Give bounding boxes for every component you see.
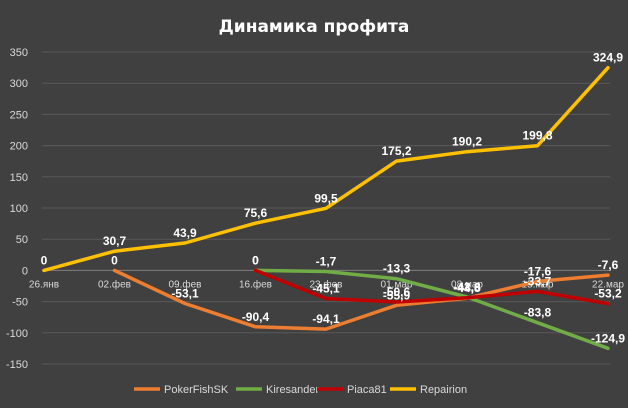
x-tick-label: 16.фев <box>239 278 272 290</box>
legend-label-pokerfishsk: PokerFishSK <box>164 384 229 396</box>
x-tick-label: 26.янв <box>29 279 59 290</box>
legend-label-kiresander: Kiresander <box>266 384 320 396</box>
y-tick-label: 100 <box>10 203 28 215</box>
data-label: -94,1 <box>312 312 340 326</box>
series-line-repairion <box>42 65 610 273</box>
y-tick-label: 0 <box>22 265 28 277</box>
y-axis-ticks: 350 300 250 200 150 100 50 0 -50 -100 -150 <box>6 47 28 371</box>
data-labels: 0 -53,1 -90,4 -94,1 -55,9 -44,5 -17,6 -7,6 0 -1,7… <box>41 51 626 346</box>
x-tick-label: 23.фев <box>309 278 342 290</box>
y-tick-label: -150 <box>6 359 28 371</box>
x-axis-ticks: 26.янв 02.фев 09.фев 16.фев 23.фев 01.мар 08.м… <box>29 278 624 290</box>
y-tick-label: -100 <box>6 328 28 340</box>
data-label: -17,6 <box>524 264 552 278</box>
data-label: -83,8 <box>524 306 552 320</box>
data-label: 30,7 <box>103 234 127 248</box>
data-label: -44,5 <box>453 281 481 295</box>
data-label: -1,7 <box>316 254 337 268</box>
x-tick-label: 02.фев <box>98 278 131 290</box>
x-tick-label: 22.мар <box>592 279 624 290</box>
y-tick-label: 200 <box>10 141 28 153</box>
y-tick-label: 300 <box>10 78 28 90</box>
series-line-pokerfishsk <box>112 268 610 331</box>
data-label: -50,6 <box>383 285 411 299</box>
data-label: -43,8 <box>453 281 481 295</box>
data-label: -45,1 <box>312 282 340 296</box>
data-label: -53,1 <box>171 287 199 301</box>
data-label: 99,5 <box>314 191 338 205</box>
y-tick-label: 250 <box>10 109 28 121</box>
data-label: -33,7 <box>524 274 552 288</box>
data-label: -7,6 <box>598 258 619 272</box>
series-lines <box>42 65 610 351</box>
data-label: 43,9 <box>173 226 197 240</box>
x-tick-label: 08.мар <box>451 279 483 290</box>
y-tick-label: -50 <box>12 297 28 309</box>
data-label: 175,2 <box>381 144 411 158</box>
data-label: -42,6 <box>453 280 481 294</box>
data-label: -90,4 <box>242 310 270 324</box>
data-label: -13,3 <box>383 262 411 276</box>
legend: PokerFishSK Kiresander Piaca81 Repairion <box>134 384 467 396</box>
x-tick-label: 09.фев <box>168 278 201 290</box>
series-line-kiresander <box>253 268 610 351</box>
chart-title: Динамика профита <box>219 17 410 37</box>
data-label: -55,9 <box>383 288 411 302</box>
y-tick-label: 50 <box>16 234 28 246</box>
x-tick-label: 01.мар <box>381 279 413 290</box>
data-label: 0 <box>41 253 48 267</box>
legend-label-piaca81: Piaca81 <box>347 384 387 396</box>
data-label: -53,2 <box>594 287 622 301</box>
data-label: 199,8 <box>522 129 552 143</box>
y-tick-label: 350 <box>10 47 28 59</box>
data-label: 0 <box>111 253 118 267</box>
data-label: 75,6 <box>244 206 268 220</box>
series-line-piaca81 <box>253 268 610 306</box>
data-label: -124,9 <box>591 331 625 345</box>
legend-label-repairion: Repairion <box>420 384 467 396</box>
data-label: 0 <box>252 253 259 267</box>
x-tick-label: 15.мар <box>522 279 554 290</box>
data-label: 0 <box>252 253 259 267</box>
data-label: 190,2 <box>452 135 482 149</box>
y-tick-label: 150 <box>10 172 28 184</box>
data-label: 324,9 <box>593 51 623 65</box>
